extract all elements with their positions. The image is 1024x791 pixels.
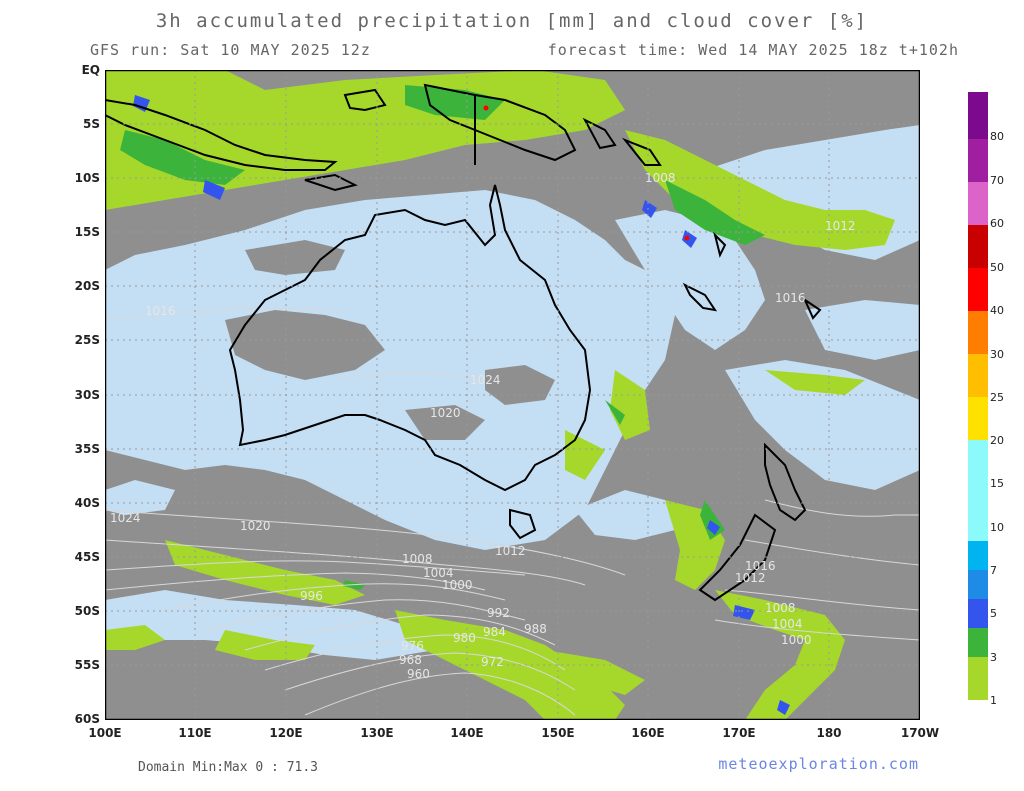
lat-label-10s: 10S	[74, 171, 100, 185]
map-frame	[105, 70, 920, 720]
lat-label-eq: EQ	[81, 63, 100, 77]
colorbar-label: 5	[990, 607, 997, 620]
isobar-label: 984	[483, 625, 506, 639]
lat-label-5s: 5S	[83, 117, 100, 131]
isobar-label: 976	[401, 639, 424, 653]
colorbar-segment	[968, 628, 988, 657]
colorbar-label: 15	[990, 477, 1004, 490]
isobar-lines	[105, 307, 920, 716]
colorbar-segment	[968, 182, 988, 225]
isobar-label: 992	[487, 606, 510, 620]
isobar-label: 988	[524, 622, 547, 636]
lon-label-150e: 150E	[541, 726, 575, 740]
colorbar-label: 25	[990, 391, 1004, 404]
lat-label-20s: 20S	[74, 279, 100, 293]
colorbar-segment	[968, 599, 988, 628]
colorbar-label: 1	[990, 694, 997, 707]
colorbar-segment	[968, 268, 988, 311]
isobar-label: 1004	[772, 617, 803, 631]
colorbar-label: 40	[990, 304, 1004, 317]
isobar-label: 968	[399, 653, 422, 667]
colorbar-label: 7	[990, 564, 997, 577]
isobar-label: 980	[453, 631, 476, 645]
lon-label-100e: 100E	[88, 726, 122, 740]
lon-label-170w: 170W	[900, 726, 940, 740]
isobar-label: 1020	[430, 406, 461, 420]
lon-label-160e: 160E	[631, 726, 665, 740]
isobar-label: 1012	[825, 219, 856, 233]
lat-label-45s: 45S	[74, 550, 100, 564]
isobar-label: 960	[407, 667, 430, 681]
isobar-label: 1024	[470, 373, 501, 387]
colorbar-segment	[968, 483, 988, 512]
isobar-label: 1020	[240, 519, 271, 533]
lat-label-60s: 60S	[74, 712, 100, 726]
colorbar-label: 3	[990, 651, 997, 664]
precip-moderate	[120, 85, 765, 590]
lat-label-15s: 15S	[74, 225, 100, 239]
isobar-label: 1024	[110, 511, 141, 525]
isobar-label: 1012	[735, 571, 766, 585]
isobar-label: 1004	[423, 566, 454, 580]
lon-label-180: 180	[816, 726, 842, 740]
forecast-label: forecast time: Wed 14 MAY 2025 18z t+102…	[547, 41, 959, 59]
site-credit[interactable]: meteoexploration.com	[718, 755, 919, 773]
isobar-label: 1000	[442, 578, 473, 592]
isobar-label: 1008	[402, 552, 433, 566]
colorbar-label: 60	[990, 217, 1004, 230]
lat-label-30s: 30S	[74, 388, 100, 402]
weather-map: 1024 1020 1016 1012 1008 1004 1000 996 9…	[105, 70, 920, 720]
colorbar-label: 80	[990, 130, 1004, 143]
lat-label-50s: 50S	[74, 604, 100, 618]
chart-title: 3h accumulated precipitation [mm] and cl…	[155, 10, 869, 32]
run-label: GFS run: Sat 10 MAY 2025 12z	[90, 41, 371, 59]
isobar-label: 1016	[745, 559, 776, 573]
colorbar-segment	[968, 225, 988, 268]
colorbar-segment	[968, 311, 988, 354]
isobar-label: 1016	[145, 304, 176, 318]
colorbar-segment	[968, 570, 988, 599]
lat-label-25s: 25S	[74, 333, 100, 347]
colorbar-segment	[968, 657, 988, 700]
colorbar-label: 10	[990, 521, 1004, 534]
isobar-label: 1016	[775, 291, 806, 305]
colorbar-label: 20	[990, 434, 1004, 447]
colorbar-segment	[968, 92, 988, 139]
lat-lon-grid	[105, 70, 920, 720]
isobar-label: 972	[481, 655, 504, 669]
lon-label-110e: 110E	[178, 726, 212, 740]
isobar-label: 1008	[765, 601, 796, 615]
colorbar-segment	[968, 354, 988, 397]
colorbar-segment	[968, 512, 988, 541]
isobar-label: 1000	[781, 633, 812, 647]
isobar-label: 1008	[645, 171, 676, 185]
domain-minmax: Domain Min:Max 0 : 71.3	[138, 760, 319, 775]
colorbar-segment	[968, 139, 988, 182]
lat-label-55s: 55S	[74, 658, 100, 672]
colorbar-segment	[968, 541, 988, 570]
precip-peak	[483, 105, 690, 241]
colorbar-segment	[968, 397, 988, 440]
precip-light	[105, 70, 895, 720]
colorbar-label: 70	[990, 174, 1004, 187]
colorbar-label: 30	[990, 348, 1004, 361]
colorbar-segment-cyan	[968, 440, 988, 483]
lon-label-120e: 120E	[269, 726, 303, 740]
isobar-label: 996	[300, 589, 323, 603]
lon-label-170e: 170E	[722, 726, 756, 740]
lon-label-130e: 130E	[360, 726, 394, 740]
isobar-label: 1012	[495, 544, 526, 558]
coastlines	[105, 83, 822, 602]
lat-label-40s: 40S	[74, 496, 100, 510]
lon-label-140e: 140E	[450, 726, 484, 740]
colorbar-label: 50	[990, 261, 1004, 274]
lat-label-35s: 35S	[74, 442, 100, 456]
